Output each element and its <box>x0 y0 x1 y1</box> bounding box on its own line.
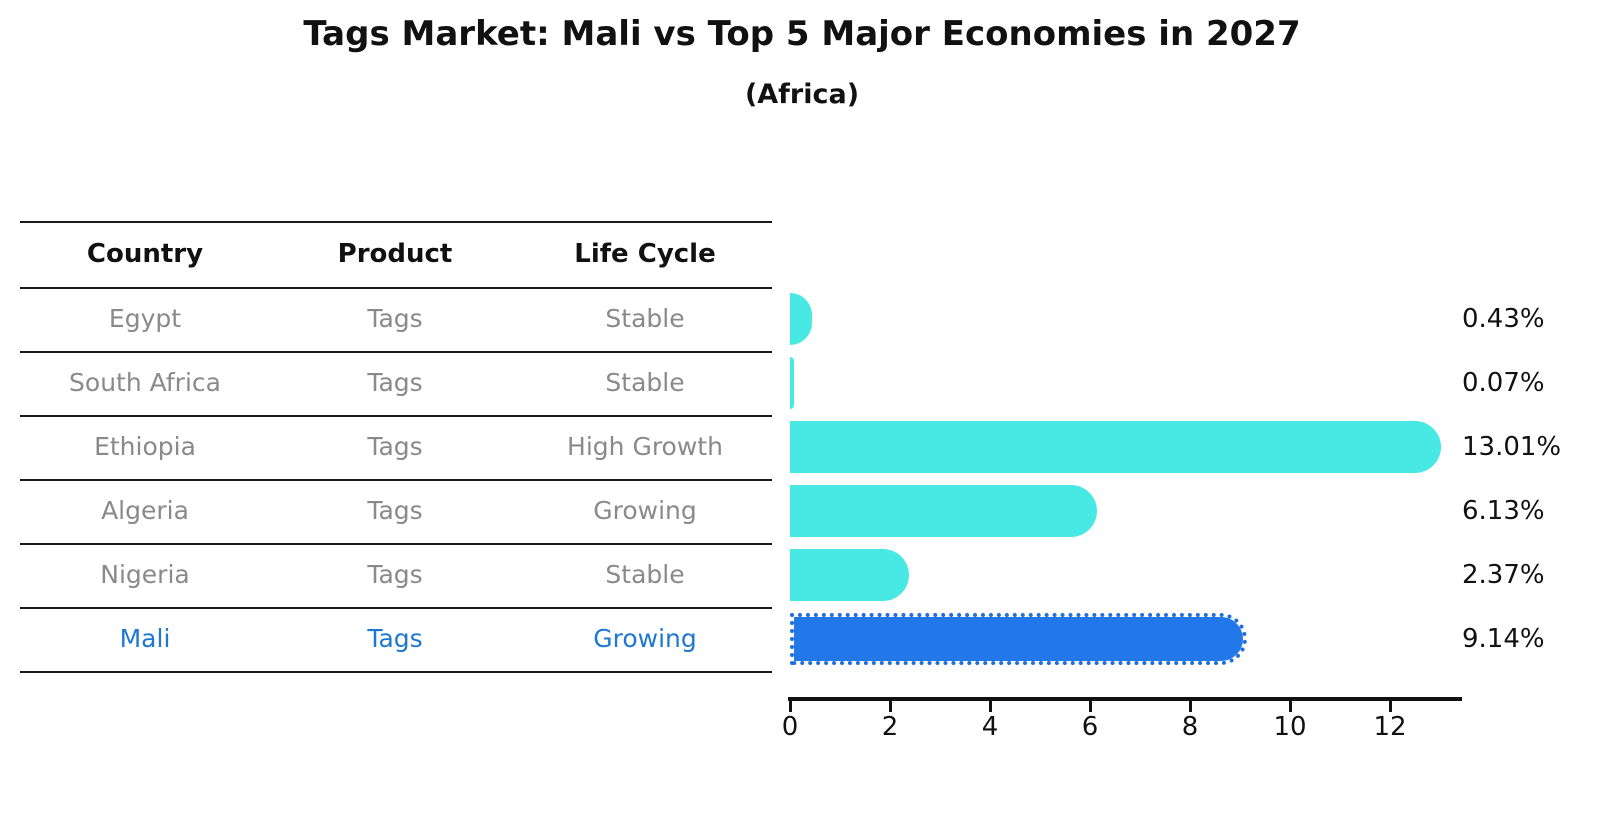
table-divider <box>20 221 772 223</box>
table-cell-country: Egypt <box>108 304 182 333</box>
table-cell-country: Ethiopia <box>94 432 196 461</box>
table-header-product: Product <box>337 239 453 269</box>
value-label-ethiopia: 13.01% <box>1462 432 1562 462</box>
bar-ethiopia <box>790 421 1441 473</box>
x-axis-tick-label: 10 <box>1273 712 1307 742</box>
bar-south-africa <box>790 357 794 409</box>
x-axis-tick <box>1388 701 1392 712</box>
table-cell-life-cycle: Growing <box>593 496 697 525</box>
table-cell-life-cycle: Growing <box>593 624 697 653</box>
table-cell-product: Tags <box>367 304 423 333</box>
table-divider <box>20 607 772 609</box>
x-axis-tick-label: 12 <box>1373 712 1407 742</box>
x-axis-tick <box>1188 701 1192 712</box>
table-cell-product: Tags <box>367 496 423 525</box>
x-axis-tick <box>788 701 792 712</box>
value-label-algeria: 6.13% <box>1462 496 1545 526</box>
x-axis-tick-label: 8 <box>1181 712 1199 742</box>
table-divider <box>20 351 772 353</box>
table-cell-product: Tags <box>367 624 423 653</box>
table-cell-life-cycle: Stable <box>605 560 685 589</box>
value-label-egypt: 0.43% <box>1462 304 1545 334</box>
bar-algeria <box>790 485 1097 537</box>
x-axis-tick <box>1288 701 1292 712</box>
x-axis-tick <box>888 701 892 712</box>
table-divider <box>20 671 772 673</box>
chart-title: Tags Market: Mali vs Top 5 Major Economi… <box>303 14 1301 54</box>
x-axis-tick-label: 4 <box>981 712 999 742</box>
value-label-nigeria: 2.37% <box>1462 560 1545 590</box>
table-cell-life-cycle: Stable <box>605 304 685 333</box>
table-header-country: Country <box>86 239 204 269</box>
table-cell-life-cycle: High Growth <box>567 432 723 461</box>
table-cell-country: Nigeria <box>100 560 190 589</box>
bar-egypt <box>790 293 812 345</box>
table-divider <box>20 543 772 545</box>
table-cell-product: Tags <box>367 368 423 397</box>
table-divider <box>20 415 772 417</box>
table-cell-country: South Africa <box>69 368 221 397</box>
table-divider <box>20 479 772 481</box>
x-axis-tick <box>988 701 992 712</box>
x-axis-tick <box>1088 701 1092 712</box>
x-axis-tick-label: 6 <box>1081 712 1099 742</box>
table-cell-product: Tags <box>367 432 423 461</box>
bar-nigeria <box>790 549 909 601</box>
table-cell-country: Algeria <box>101 496 189 525</box>
value-label-mali: 9.14% <box>1462 624 1545 654</box>
table-cell-life-cycle: Stable <box>605 368 685 397</box>
table-cell-product: Tags <box>367 560 423 589</box>
bar-mali-highlighted <box>790 613 1247 665</box>
x-axis-line <box>788 697 1462 701</box>
table-cell-country: Mali <box>119 624 171 653</box>
value-label-south-africa: 0.07% <box>1462 368 1545 398</box>
table-divider <box>20 287 772 289</box>
chart-subtitle: (Africa) <box>744 79 860 110</box>
table-header-life-cycle: Life Cycle <box>574 239 716 269</box>
x-axis-tick-label: 2 <box>881 712 899 742</box>
x-axis-tick-label: 0 <box>781 712 799 742</box>
